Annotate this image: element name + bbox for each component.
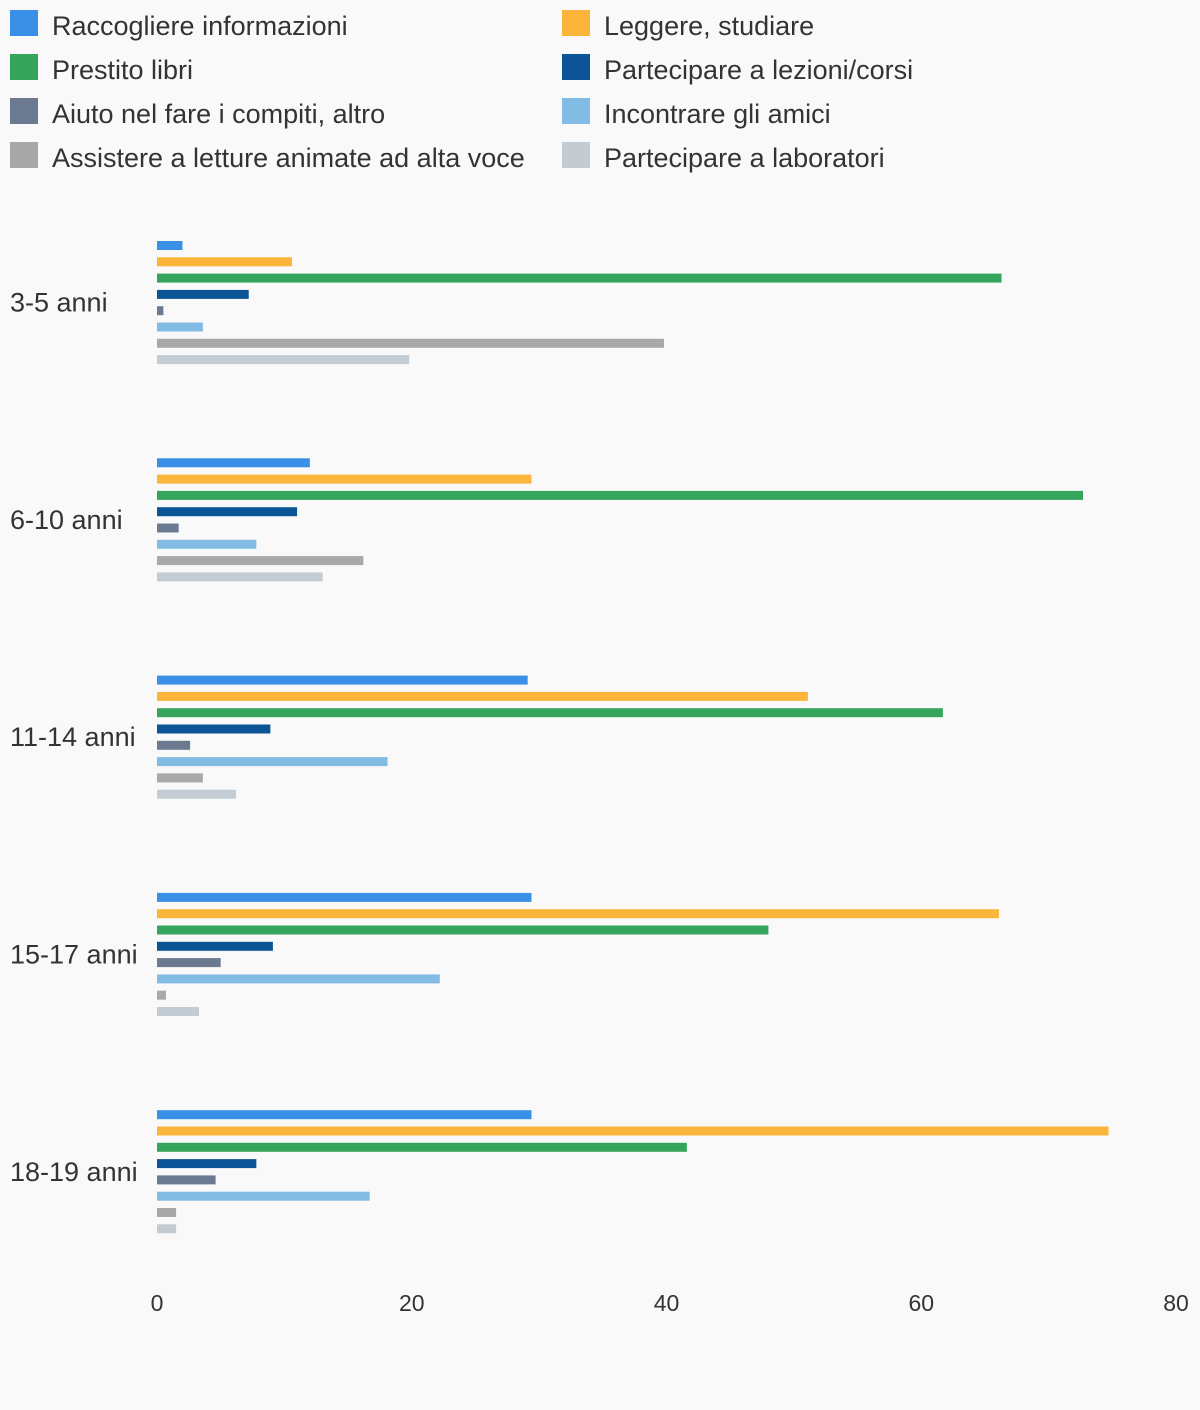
category-label-3-5-anni: 3-5 anni bbox=[10, 288, 108, 318]
legend-item-prestito-libri: Prestito libri bbox=[10, 54, 193, 85]
bar-18-19-anni-aiuto-nel-fare-i-compiti-altro bbox=[157, 1175, 216, 1185]
bar-11-14-anni-incontrare-gli-amici bbox=[157, 757, 388, 767]
bar-18-19-anni-partecipare-a-lezioni-corsi bbox=[157, 1159, 257, 1169]
x-tick-label-60: 60 bbox=[908, 1290, 934, 1316]
bar-18-19-anni-incontrare-gli-amici bbox=[157, 1191, 370, 1201]
legend-item-raccogliere-informazioni: Raccogliere informazioni bbox=[10, 10, 348, 41]
bar-15-17-anni-incontrare-gli-amici bbox=[157, 974, 440, 984]
legend-swatch bbox=[10, 10, 38, 36]
bar-15-17-anni-partecipare-a-laboratori bbox=[157, 1007, 200, 1016]
legend-item-partecipare-a-laboratori: Partecipare a laboratori bbox=[562, 142, 885, 173]
legend-item-partecipare-a-lezioni-corsi: Partecipare a lezioni/corsi bbox=[562, 54, 913, 85]
legend-label: Leggere, studiare bbox=[604, 11, 814, 41]
category-label-6-10-anni: 6-10 anni bbox=[10, 505, 123, 535]
chart-legend: Raccogliere informazioni Leggere, studiar… bbox=[10, 10, 913, 173]
legend-item-incontrare-gli-amici: Incontrare gli amici bbox=[562, 98, 831, 129]
bar-11-14-anni-leggere-studiare bbox=[157, 691, 808, 701]
legend-item-leggere-studiare: Leggere, studiare bbox=[562, 10, 814, 41]
bars bbox=[157, 241, 1109, 1234]
bar-6-10-anni-incontrare-gli-amici bbox=[157, 539, 257, 549]
category-labels: 3-5 anni 6-10 anni 11-14 anni 15-17 anni 18-… bbox=[10, 288, 138, 1187]
bar-15-17-anni-leggere-studiare bbox=[157, 909, 999, 919]
bar-6-10-anni-aiuto-nel-fare-i-compiti-altro bbox=[157, 523, 179, 533]
category-label-15-17-anni: 15-17 anni bbox=[10, 939, 138, 969]
legend-swatch bbox=[10, 98, 38, 124]
bar-11-14-anni-assistere-a-letture-animate-ad-alta-voce bbox=[157, 773, 203, 783]
legend-label: Partecipare a lezioni/corsi bbox=[604, 55, 913, 85]
bar-11-14-anni-raccogliere-informazioni bbox=[157, 675, 528, 685]
bar-18-19-anni-raccogliere-informazioni bbox=[157, 1110, 532, 1120]
legend-swatch bbox=[562, 98, 590, 124]
bar-6-10-anni-prestito-libri bbox=[157, 490, 1084, 500]
bar-3-5-anni-assistere-a-letture-animate-ad-alta-voce bbox=[157, 338, 664, 348]
bar-3-5-anni-incontrare-gli-amici bbox=[157, 322, 203, 332]
bar-3-5-anni-leggere-studiare bbox=[157, 257, 293, 267]
bar-3-5-anni-partecipare-a-lezioni-corsi bbox=[157, 289, 249, 299]
bar-6-10-anni-raccogliere-informazioni bbox=[157, 458, 310, 468]
category-label-18-19-anni: 18-19 anni bbox=[10, 1157, 138, 1187]
bar-3-5-anni-raccogliere-informazioni bbox=[157, 241, 183, 250]
x-tick-label-40: 40 bbox=[654, 1290, 680, 1316]
bar-6-10-anni-assistere-a-letture-animate-ad-alta-voce bbox=[157, 556, 364, 566]
legend-label: Raccogliere informazioni bbox=[52, 11, 348, 41]
bar-18-19-anni-assistere-a-letture-animate-ad-alta-voce bbox=[157, 1208, 177, 1217]
legend-swatch bbox=[562, 142, 590, 168]
bar-11-14-anni-prestito-libri bbox=[157, 708, 943, 718]
bar-3-5-anni-aiuto-nel-fare-i-compiti-altro bbox=[157, 306, 164, 316]
legend-swatch bbox=[562, 54, 590, 80]
bar-18-19-anni-prestito-libri bbox=[157, 1142, 687, 1152]
bar-18-19-anni-partecipare-a-laboratori bbox=[157, 1224, 177, 1234]
legend-label: Partecipare a laboratori bbox=[604, 143, 885, 173]
bar-15-17-anni-raccogliere-informazioni bbox=[157, 892, 532, 902]
legend-swatch bbox=[10, 142, 38, 168]
bar-3-5-anni-partecipare-a-laboratori bbox=[157, 355, 410, 365]
bar-3-5-anni-prestito-libri bbox=[157, 273, 1002, 283]
legend-label: Incontrare gli amici bbox=[604, 99, 831, 129]
bar-15-17-anni-prestito-libri bbox=[157, 925, 769, 935]
bar-15-17-anni-partecipare-a-lezioni-corsi bbox=[157, 941, 273, 951]
bar-6-10-anni-partecipare-a-lezioni-corsi bbox=[157, 507, 298, 517]
legend-label: Prestito libri bbox=[52, 55, 193, 85]
bar-15-17-anni-assistere-a-letture-animate-ad-alta-voce bbox=[157, 990, 166, 1000]
x-axis-ticks: 0 20 40 60 80 bbox=[151, 1290, 1189, 1316]
bar-6-10-anni-partecipare-a-laboratori bbox=[157, 572, 323, 582]
category-label-11-14-anni: 11-14 anni bbox=[10, 722, 136, 752]
bar-11-14-anni-partecipare-a-laboratori bbox=[157, 789, 236, 799]
legend-item-aiuto-nel-fare-i-compiti-altro: Aiuto nel fare i compiti, altro bbox=[10, 98, 385, 129]
x-tick-label-80: 80 bbox=[1163, 1290, 1189, 1316]
bar-6-10-anni-leggere-studiare bbox=[157, 474, 532, 484]
legend-swatch bbox=[562, 10, 590, 36]
bar-11-14-anni-aiuto-nel-fare-i-compiti-altro bbox=[157, 740, 191, 750]
bar-18-19-anni-leggere-studiare bbox=[157, 1126, 1109, 1136]
bar-11-14-anni-partecipare-a-lezioni-corsi bbox=[157, 724, 271, 734]
legend-swatch bbox=[10, 54, 38, 80]
legend-label: Aiuto nel fare i compiti, altro bbox=[52, 99, 385, 129]
bar-15-17-anni-aiuto-nel-fare-i-compiti-altro bbox=[157, 958, 221, 968]
legend-item-assistere-a-letture-animate-ad-alta-voce: Assistere a letture animate ad alta voce bbox=[10, 142, 525, 173]
x-tick-label-0: 0 bbox=[151, 1290, 164, 1316]
legend-label: Assistere a letture animate ad alta voce bbox=[52, 143, 525, 173]
x-tick-label-20: 20 bbox=[399, 1290, 425, 1316]
